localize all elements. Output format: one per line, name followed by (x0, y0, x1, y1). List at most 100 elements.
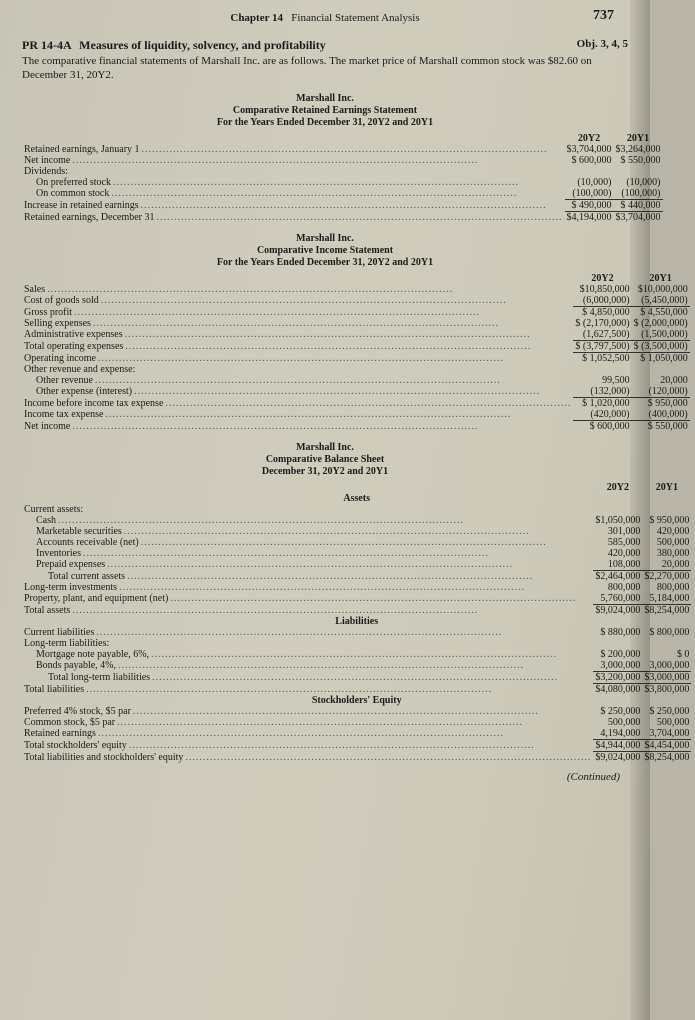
row-label: Bonds payable, 4%, (24, 660, 118, 671)
retained-table: 20Y220Y1 Retained earnings, January 1$3,… (22, 133, 663, 223)
table-row: Retained earnings, January 1$3,704,000$3… (22, 144, 663, 155)
table-row: Net income$ 600,000$ 550,000 (22, 155, 663, 166)
table-row: Bonds payable, 4%,3,000,0003,000,000 (22, 660, 691, 672)
row-label: Sales (24, 284, 47, 295)
table-row: Long-term investments800,000800,000 (22, 582, 691, 593)
table-row: Operating income$ 1,052,500$ 1,050,000 (22, 352, 690, 364)
stmt-company: Marshall Inc. (22, 233, 628, 245)
row-label: Total current assets (24, 571, 127, 582)
retained-earnings-statement: Marshall Inc. Comparative Retained Earni… (22, 93, 628, 223)
table-row: Current assets: (22, 504, 691, 515)
table-row: Long-term liabilities: (22, 638, 691, 649)
balance-table: 20Y220Y1 Assets Current assets:Cash$1,05… (22, 482, 691, 763)
row-label: Administrative expenses (24, 329, 125, 340)
row-label: Operating income (24, 353, 98, 364)
page-number: 737 (593, 8, 614, 24)
table-row: Dividends: (22, 166, 663, 177)
amount-y2: $ 600,000 (573, 420, 631, 432)
table-row: Total assets$9,024,000$8,254,000 (22, 604, 691, 616)
stmt-title: Comparative Balance Sheet (22, 454, 628, 466)
row-label: Other expense (interest) (24, 386, 134, 397)
amount-y2: $ 4,850,000 (573, 306, 631, 318)
table-row: Total liabilities$4,080,000$3,800,000 (22, 683, 691, 695)
table-row: Mortgage note payable, 6%,$ 200,000$ 0 (22, 649, 691, 660)
row-label: Retained earnings, January 1 (24, 144, 142, 155)
amount-y2 (565, 166, 614, 177)
amount-y2 (573, 364, 631, 375)
table-row: Cash$1,050,000$ 950,000 (22, 515, 691, 526)
amount-y2: (420,000) (573, 409, 631, 421)
row-label: Net income (24, 421, 72, 432)
amount-y2: (100,000) (565, 188, 614, 200)
amount-y2: $10,850,000 (573, 284, 631, 295)
table-row: Total liabilities and stockholders' equi… (22, 751, 691, 763)
row-label: Cost of goods sold (24, 295, 101, 306)
table-row: Accounts receivable (net)585,000500,000 (22, 537, 691, 548)
table-row: Prepaid expenses108,00020,000 (22, 559, 691, 571)
table-row: Other revenue99,50020,000 (22, 375, 690, 386)
row-label: Retained earnings (24, 728, 98, 739)
table-row: Administrative expenses(1,627,500)(1,500… (22, 329, 690, 341)
row-label: Net income (24, 155, 72, 166)
row-label: Total liabilities (24, 684, 86, 695)
page-edge-shadow (630, 0, 650, 1020)
row-label: Gross profit (24, 307, 74, 318)
amount-y2: $ (3,797,500) (573, 340, 631, 352)
amount-y2: $ (2,170,000) (573, 318, 631, 329)
stmt-period: For the Years Ended December 31, 20Y2 an… (22, 117, 628, 129)
income-statement: Marshall Inc. Comparative Income Stateme… (22, 233, 628, 432)
problem-heading-line: Obj. 3, 4, 5 PR 14-4A Measures of liquid… (22, 38, 628, 53)
table-row: Total current assets$2,464,000$2,270,000 (22, 570, 691, 582)
row-label: Long-term investments (24, 582, 119, 593)
table-row: Net income$ 600,000$ 550,000 (22, 420, 690, 432)
stmt-company: Marshall Inc. (22, 93, 628, 105)
amount-y2: $ 600,000 (565, 155, 614, 166)
amount-y2: (6,000,000) (573, 295, 631, 307)
chapter-label: Chapter 14 (230, 12, 283, 24)
amount-y2: 99,500 (573, 375, 631, 386)
problem-intro: The comparative financial statements of … (22, 55, 628, 83)
amount-y2: (1,627,500) (573, 329, 631, 341)
textbook-page: 737 Chapter 14 Financial Statement Analy… (0, 0, 650, 1020)
objective-ref: Obj. 3, 4, 5 (577, 38, 628, 50)
table-row: On common stock(100,000)(100,000) (22, 188, 663, 200)
table-row: Sales$10,850,000$10,000,000 (22, 284, 690, 295)
row-label: Other revenue and expense: (24, 364, 137, 375)
table-row: Selling expenses$ (2,170,000)$ (2,000,00… (22, 318, 690, 329)
table-row: Other revenue and expense: (22, 364, 690, 375)
row-label: Increase in retained earnings (24, 200, 141, 211)
stmt-company: Marshall Inc. (22, 442, 628, 454)
stmt-title: Comparative Retained Earnings Statement (22, 105, 628, 117)
amount-y2: $ 490,000 (565, 199, 614, 211)
table-row: Retained earnings4,194,0003,704,000 (22, 728, 691, 740)
row-label: Total operating expenses (24, 341, 125, 352)
running-header: Chapter 14 Financial Statement Analysis (22, 12, 628, 24)
table-row: Inventories420,000380,000 (22, 548, 691, 559)
table-row: Income tax expense(420,000)(400,000) (22, 409, 690, 421)
table-row: Common stock, $5 par500,000500,000 (22, 717, 691, 728)
balance-sheet: Marshall Inc. Comparative Balance Sheet … (22, 442, 628, 763)
table-row: Total stockholders' equity$4,944,000$4,4… (22, 739, 691, 751)
table-row: Preferred 4% stock, $5 par$ 250,000$ 250… (22, 706, 691, 717)
row-label: Current liabilities (24, 627, 96, 638)
row-label: Mortgage note payable, 6%, (24, 649, 151, 660)
continued-label: (Continued) (22, 771, 628, 783)
table-row: Income before income tax expense$ 1,020,… (22, 397, 690, 409)
table-row: Total long-term liabilities$3,200,000$3,… (22, 671, 691, 683)
row-label: Total stockholders' equity (24, 740, 129, 751)
table-row: Cost of goods sold(6,000,000)(5,450,000) (22, 295, 690, 307)
problem-code: PR 14-4A (22, 38, 72, 52)
row-label: Retained earnings, December 31 (24, 212, 157, 223)
row-label: On common stock (24, 188, 111, 199)
col-y2: 20Y2 (573, 273, 631, 284)
amount-y2: (132,000) (573, 386, 631, 398)
stmt-title: Comparative Income Statement (22, 245, 628, 257)
chapter-title: Financial Statement Analysis (291, 12, 419, 24)
row-label: Common stock, $5 par (24, 717, 117, 728)
table-row: Current liabilities$ 880,000$ 800,000 (22, 627, 691, 638)
equity-header: Stockholders' Equity (22, 695, 691, 706)
row-label: Dividends: (24, 166, 70, 177)
stmt-period: December 31, 20Y2 and 20Y1 (22, 466, 628, 478)
col-y2: 20Y2 (565, 133, 614, 144)
table-row: Retained earnings, December 31$4,194,000… (22, 211, 663, 223)
